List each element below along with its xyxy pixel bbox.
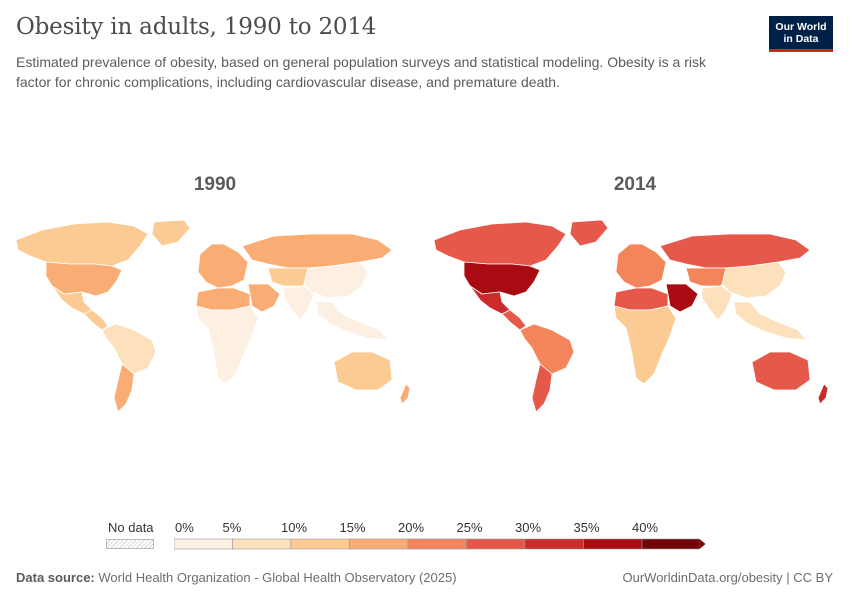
legend-bin-25-30[interactable] xyxy=(466,538,526,550)
owid-logo[interactable]: Our World in Data xyxy=(769,16,833,52)
legend-tick-label: 0% xyxy=(175,520,194,535)
region-sub-saharan-africa-2014[interactable]: Sub-Saharan Africa: 10% xyxy=(613,305,677,385)
region-central-america-2014[interactable]: Central America: 25% xyxy=(501,309,527,331)
owid-link[interactable]: OurWorldinData.org/obesity | CC BY xyxy=(622,570,834,585)
map-title-1990: 1990 xyxy=(193,174,237,195)
region-middle-east-2014[interactable]: Middle East: 37% xyxy=(665,283,699,313)
region-india-1990[interactable]: India: 2% xyxy=(283,285,315,321)
legend-tick-label: 40% xyxy=(632,520,659,535)
map-title-2014: 2014 xyxy=(613,174,657,195)
logo-line-1: Our World xyxy=(775,20,827,33)
legend-tick-label: 25% xyxy=(456,520,483,535)
region-south-america-1990[interactable]: South America: 9% xyxy=(101,323,157,375)
region-central-america-1990[interactable]: Central America: 11% xyxy=(83,309,109,331)
region-middle-east-1990[interactable]: Middle East: 19% xyxy=(247,283,281,313)
data-source: Data source: World Health Organization -… xyxy=(16,570,457,585)
region-argentina-1990[interactable]: Argentina: 15% xyxy=(113,363,135,413)
legend-bin-40-45[interactable] xyxy=(641,538,700,550)
legend-color-bar xyxy=(174,538,706,550)
legend-no-data-swatch[interactable] xyxy=(106,539,154,549)
logo-line-2: in Data xyxy=(783,32,819,45)
region-europe-1990[interactable]: Europe: 16% xyxy=(197,243,249,289)
legend-tick-label: 30% xyxy=(515,520,542,535)
region-southeast-asia-1990[interactable]: Southeast Asia: 3% xyxy=(315,301,389,341)
region-argentina-2014[interactable]: Argentina: 28% xyxy=(531,363,553,413)
legend-bin-0-5[interactable] xyxy=(174,538,233,550)
region-china-2014[interactable]: China: 7% xyxy=(721,261,787,299)
legend-arrow xyxy=(699,539,706,549)
region-canada-2014[interactable]: Canada: 28% xyxy=(433,221,567,267)
legend-bin-30-35[interactable] xyxy=(524,538,584,550)
region-europe-2014[interactable]: Europe: 24% xyxy=(615,243,667,289)
region-sub-saharan-africa-1990[interactable]: Sub-Saharan Africa: 4% xyxy=(195,305,259,385)
region-north-africa-1990[interactable]: North Africa: 17% xyxy=(195,287,251,311)
legend-bin-10-15[interactable] xyxy=(290,538,350,550)
legend-bin-5-10[interactable] xyxy=(232,538,292,550)
legend-no-data-label: No data xyxy=(108,520,154,535)
chart-subtitle: Estimated prevalence of obesity, based o… xyxy=(16,54,706,90)
region-new-zealand-2014[interactable]: New Zealand: 32% xyxy=(817,383,829,405)
region-india-2014[interactable]: India: 5% xyxy=(701,285,733,321)
data-source-label: Data source: xyxy=(16,570,95,585)
world-map-1990[interactable]: Greenland: 12%Canada: 12%United States: … xyxy=(12,214,422,424)
color-legend: No data 0% 5% 10% 15% 20% 25% 30% 35% 40% xyxy=(100,516,720,556)
region-canada-1990[interactable]: Canada: 12% xyxy=(15,221,149,267)
region-russia-1990[interactable]: Russia: 16% xyxy=(241,233,393,269)
legend-tick-label: 35% xyxy=(573,520,600,535)
region-greenland-2014[interactable]: Greenland: 25% xyxy=(569,219,609,247)
region-russia-2014[interactable]: Russia: 25% xyxy=(659,233,811,269)
legend-bin-35-40[interactable] xyxy=(583,538,643,550)
legend-bin-15-20[interactable] xyxy=(349,538,409,550)
region-australia-1990[interactable]: Australia: 14% xyxy=(333,351,393,391)
legend-tick-label: 15% xyxy=(339,520,366,535)
legend-tick-label: 20% xyxy=(398,520,425,535)
world-map-2014[interactable]: Greenland: 25%Canada: 28%United States: … xyxy=(430,214,840,424)
legend-bin-20-25[interactable] xyxy=(407,538,467,550)
region-new-zealand-1990[interactable]: New Zealand: 15% xyxy=(399,383,411,405)
region-greenland-1990[interactable]: Greenland: 12% xyxy=(151,219,191,247)
region-southeast-asia-2014[interactable]: Southeast Asia: 6% xyxy=(733,301,807,341)
region-australia-2014[interactable]: Australia: 29% xyxy=(751,351,811,391)
region-china-1990[interactable]: China: 2% xyxy=(303,261,369,299)
legend-tick-label: 10% xyxy=(281,520,308,535)
region-north-africa-2014[interactable]: North Africa: 29% xyxy=(613,287,669,311)
region-south-america-2014[interactable]: South America: 22% xyxy=(519,323,575,375)
legend-tick-label: 5% xyxy=(222,520,242,535)
data-source-link[interactable]: World Health Organization - Global Healt… xyxy=(98,570,457,585)
chart-title: Obesity in adults, 1990 to 2014 xyxy=(16,14,377,40)
